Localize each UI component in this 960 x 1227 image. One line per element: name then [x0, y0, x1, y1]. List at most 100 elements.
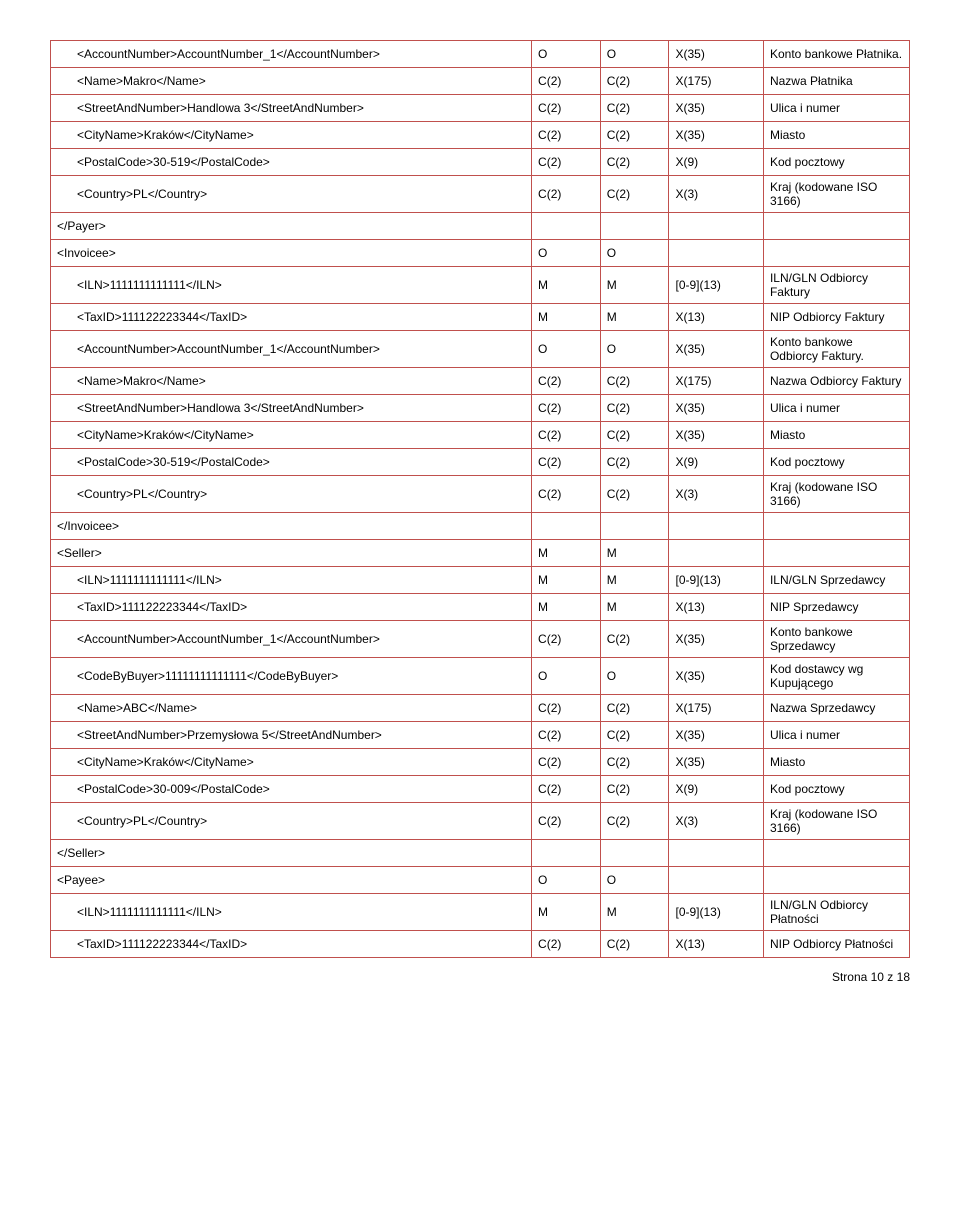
spec-table: <AccountNumber>AccountNumber_1</AccountN…: [50, 40, 910, 958]
cell-flag1: C(2): [532, 776, 601, 803]
table-row: <Name>ABC</Name>C(2)C(2)X(175)Nazwa Sprz…: [51, 695, 910, 722]
table-row: <CodeByBuyer>11111111111111</CodeByBuyer…: [51, 658, 910, 695]
cell-description: Kraj (kodowane ISO 3166): [763, 176, 909, 213]
cell-format: X(9): [669, 776, 763, 803]
table-row: <StreetAndNumber>Przemysłowa 5</StreetAn…: [51, 722, 910, 749]
table-row: <Invoicee>OO: [51, 240, 910, 267]
cell-flag1: C(2): [532, 176, 601, 213]
cell-flag2: M: [600, 567, 669, 594]
table-row: <PostalCode>30-009</PostalCode>C(2)C(2)X…: [51, 776, 910, 803]
cell-element: <Seller>: [51, 540, 532, 567]
cell-flag1: [532, 840, 601, 867]
cell-flag2: M: [600, 304, 669, 331]
cell-element: <StreetAndNumber>Handlowa 3</StreetAndNu…: [51, 95, 532, 122]
cell-format: [669, 840, 763, 867]
cell-description: Kraj (kodowane ISO 3166): [763, 476, 909, 513]
cell-flag1: C(2): [532, 931, 601, 958]
cell-description: Miasto: [763, 422, 909, 449]
cell-element: <StreetAndNumber>Przemysłowa 5</StreetAn…: [51, 722, 532, 749]
table-row: <Name>Makro</Name>C(2)C(2)X(175)Nazwa Pł…: [51, 68, 910, 95]
table-row: <AccountNumber>AccountNumber_1</AccountN…: [51, 621, 910, 658]
cell-element: <CityName>Kraków</CityName>: [51, 749, 532, 776]
cell-flag2: C(2): [600, 476, 669, 513]
cell-format: X(35): [669, 749, 763, 776]
cell-element: <Invoicee>: [51, 240, 532, 267]
cell-element: <CityName>Kraków</CityName>: [51, 122, 532, 149]
cell-description: Nazwa Sprzedawcy: [763, 695, 909, 722]
cell-format: X(175): [669, 68, 763, 95]
cell-format: [0-9](13): [669, 894, 763, 931]
table-row: <TaxID>111122223344</TaxID>MMX(13)NIP Od…: [51, 304, 910, 331]
cell-description: Konto bankowe Sprzedawcy: [763, 621, 909, 658]
table-row: <StreetAndNumber>Handlowa 3</StreetAndNu…: [51, 95, 910, 122]
cell-description: Nazwa Płatnika: [763, 68, 909, 95]
cell-format: X(9): [669, 449, 763, 476]
table-row: <CityName>Kraków</CityName>C(2)C(2)X(35)…: [51, 749, 910, 776]
cell-description: [763, 213, 909, 240]
cell-flag1: O: [532, 331, 601, 368]
cell-element: <PostalCode>30-009</PostalCode>: [51, 776, 532, 803]
cell-flag1: M: [532, 540, 601, 567]
cell-format: X(13): [669, 931, 763, 958]
cell-flag2: C(2): [600, 722, 669, 749]
cell-element: <AccountNumber>AccountNumber_1</AccountN…: [51, 331, 532, 368]
cell-element: <StreetAndNumber>Handlowa 3</StreetAndNu…: [51, 395, 532, 422]
cell-flag1: O: [532, 41, 601, 68]
cell-flag2: C(2): [600, 368, 669, 395]
cell-description: Kraj (kodowane ISO 3166): [763, 803, 909, 840]
cell-element: <CodeByBuyer>11111111111111</CodeByBuyer…: [51, 658, 532, 695]
table-row: </Payer>: [51, 213, 910, 240]
cell-element: <TaxID>111122223344</TaxID>: [51, 931, 532, 958]
cell-flag2: C(2): [600, 149, 669, 176]
cell-format: X(13): [669, 304, 763, 331]
table-row: <ILN>1111111111111</ILN>MM[0-9](13)ILN/G…: [51, 267, 910, 304]
cell-flag1: C(2): [532, 695, 601, 722]
table-row: <Country>PL</Country>C(2)C(2)X(3)Kraj (k…: [51, 803, 910, 840]
cell-element: <Name>Makro</Name>: [51, 68, 532, 95]
cell-description: ILN/GLN Odbiorcy Płatności: [763, 894, 909, 931]
cell-flag2: C(2): [600, 776, 669, 803]
cell-description: Ulica i numer: [763, 395, 909, 422]
cell-format: X(35): [669, 395, 763, 422]
cell-format: X(3): [669, 803, 763, 840]
cell-element: <Payee>: [51, 867, 532, 894]
cell-format: [669, 513, 763, 540]
cell-flag1: C(2): [532, 621, 601, 658]
cell-element: <PostalCode>30-519</PostalCode>: [51, 149, 532, 176]
cell-description: Ulica i numer: [763, 722, 909, 749]
cell-flag2: C(2): [600, 621, 669, 658]
cell-element: <Country>PL</Country>: [51, 176, 532, 213]
cell-format: X(13): [669, 594, 763, 621]
cell-flag2: C(2): [600, 803, 669, 840]
cell-description: [763, 867, 909, 894]
cell-format: X(35): [669, 422, 763, 449]
page-footer: Strona 10 z 18: [50, 970, 910, 984]
cell-description: NIP Odbiorcy Płatności: [763, 931, 909, 958]
cell-flag1: M: [532, 594, 601, 621]
table-row: <Name>Makro</Name>C(2)C(2)X(175)Nazwa Od…: [51, 368, 910, 395]
cell-description: Kod pocztowy: [763, 776, 909, 803]
cell-flag1: C(2): [532, 122, 601, 149]
cell-flag2: O: [600, 331, 669, 368]
cell-format: [669, 540, 763, 567]
cell-element: </Payer>: [51, 213, 532, 240]
table-row: <PostalCode>30-519</PostalCode>C(2)C(2)X…: [51, 149, 910, 176]
cell-flag1: C(2): [532, 476, 601, 513]
cell-format: X(35): [669, 41, 763, 68]
cell-format: X(175): [669, 368, 763, 395]
cell-element: </Seller>: [51, 840, 532, 867]
cell-flag1: C(2): [532, 722, 601, 749]
cell-flag2: [600, 213, 669, 240]
table-row: <StreetAndNumber>Handlowa 3</StreetAndNu…: [51, 395, 910, 422]
cell-description: Kod pocztowy: [763, 149, 909, 176]
cell-flag2: M: [600, 267, 669, 304]
cell-flag2: C(2): [600, 422, 669, 449]
cell-flag2: C(2): [600, 395, 669, 422]
cell-description: Miasto: [763, 749, 909, 776]
table-row: <Country>PL</Country>C(2)C(2)X(3)Kraj (k…: [51, 176, 910, 213]
cell-element: <Name>Makro</Name>: [51, 368, 532, 395]
cell-flag2: C(2): [600, 749, 669, 776]
table-row: <TaxID>111122223344</TaxID>MMX(13)NIP Sp…: [51, 594, 910, 621]
cell-format: [669, 867, 763, 894]
table-row: <Country>PL</Country>C(2)C(2)X(3)Kraj (k…: [51, 476, 910, 513]
